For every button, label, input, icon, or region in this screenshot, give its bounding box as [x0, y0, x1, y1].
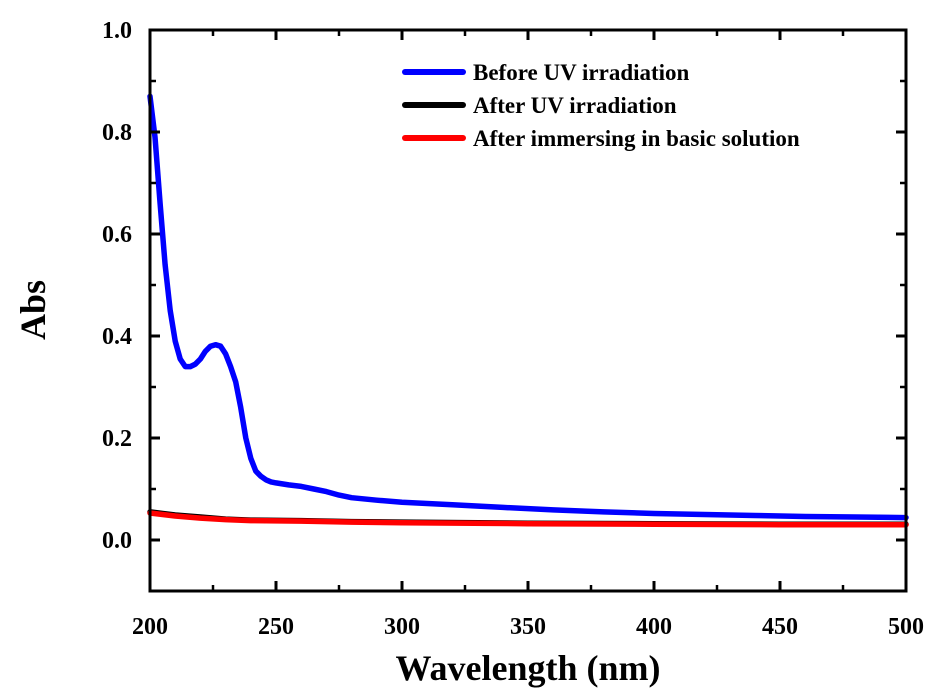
x-tick-label: 250 [258, 614, 294, 640]
legend: Before UV irradiation After UV irradiatio… [402, 60, 800, 151]
x-tick-label: 450 [762, 614, 798, 640]
x-tick-label: 500 [888, 614, 924, 640]
x-tick-label: 300 [384, 614, 420, 640]
series-line-1 [147, 93, 909, 521]
legend-label-2: After UV irradiation [473, 93, 677, 118]
x-tick-label: 350 [510, 614, 546, 640]
ticks-layer [148, 28, 908, 593]
series-layer [147, 93, 909, 528]
y-axis-title: Abs [13, 280, 53, 340]
y-tick-label: 0.2 [102, 426, 132, 452]
x-tick-label: 200 [132, 614, 168, 640]
tick-labels-layer: 200 250 300 350 400 450 500 0.0 0.2 0.4 0.6 0.8 1.0 [102, 18, 924, 640]
y-tick-label: 0.6 [102, 222, 132, 248]
legend-label-1: Before UV irradiation [473, 60, 690, 85]
x-tick-label: 400 [636, 614, 672, 640]
x-axis-title: Wavelength (nm) [396, 648, 661, 688]
series-line-3 [147, 510, 909, 528]
legend-label-3: After immersing in basic solution [473, 126, 800, 151]
y-tick-label: 0.4 [102, 324, 132, 350]
y-tick-label: 1.0 [102, 18, 132, 44]
y-tick-label: 0.8 [102, 120, 132, 146]
y-tick-label: 0.0 [102, 528, 132, 554]
